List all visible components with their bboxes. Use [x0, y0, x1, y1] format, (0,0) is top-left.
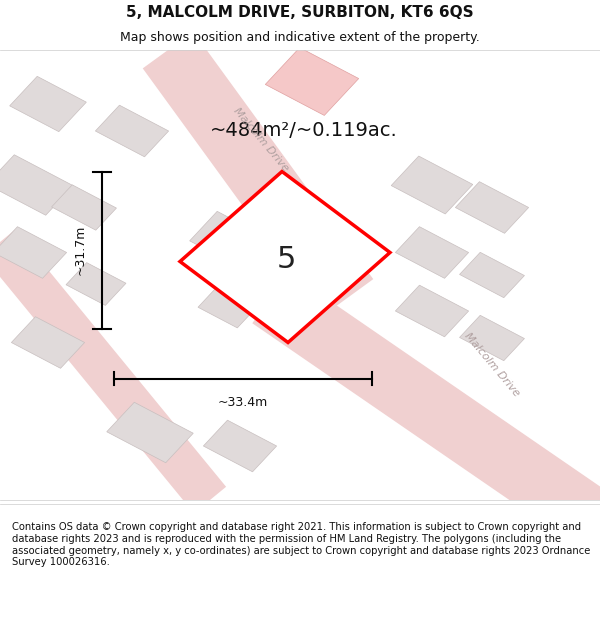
Polygon shape: [10, 76, 86, 132]
Polygon shape: [455, 182, 529, 233]
Polygon shape: [460, 253, 524, 298]
Polygon shape: [190, 211, 266, 267]
Polygon shape: [198, 285, 258, 328]
Text: Malcolm Drive: Malcolm Drive: [463, 331, 521, 399]
Polygon shape: [66, 262, 126, 306]
Text: Contains OS data © Crown copyright and database right 2021. This information is : Contains OS data © Crown copyright and d…: [12, 522, 590, 568]
Polygon shape: [203, 420, 277, 472]
Polygon shape: [265, 48, 359, 116]
Polygon shape: [180, 171, 390, 342]
Text: 5: 5: [277, 245, 296, 274]
Text: Map shows position and indicative extent of the property.: Map shows position and indicative extent…: [120, 31, 480, 44]
Text: ~33.4m: ~33.4m: [218, 396, 268, 409]
Polygon shape: [460, 316, 524, 361]
Text: 5, MALCOLM DRIVE, SURBITON, KT6 6QS: 5, MALCOLM DRIVE, SURBITON, KT6 6QS: [126, 5, 474, 20]
Text: Malcolm Drive: Malcolm Drive: [232, 106, 290, 174]
Polygon shape: [395, 285, 469, 337]
Polygon shape: [395, 227, 469, 278]
Polygon shape: [256, 239, 320, 284]
Polygon shape: [107, 402, 193, 462]
Polygon shape: [0, 155, 73, 215]
Polygon shape: [391, 156, 473, 214]
Text: ~31.7m: ~31.7m: [74, 225, 87, 276]
Polygon shape: [95, 105, 169, 157]
Polygon shape: [52, 185, 116, 230]
Text: ~484m²/~0.119ac.: ~484m²/~0.119ac.: [210, 121, 398, 141]
Polygon shape: [0, 227, 67, 278]
Polygon shape: [11, 317, 85, 368]
